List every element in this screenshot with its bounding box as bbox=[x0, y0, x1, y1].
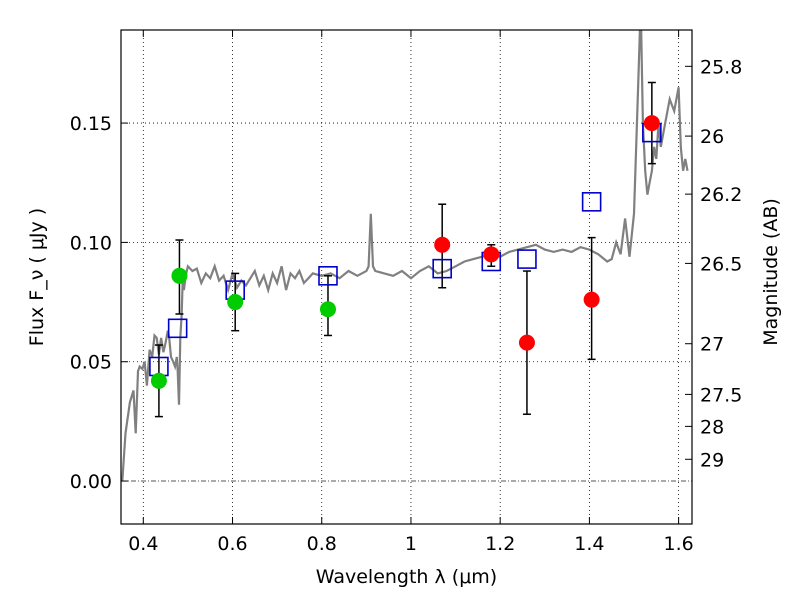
y-right-tick-label: 27 bbox=[700, 334, 724, 356]
square-marker bbox=[167, 318, 188, 339]
square-marker bbox=[517, 249, 537, 269]
y-axis-label: Flux F_ν ( μJy ) bbox=[26, 208, 48, 346]
y-right-tick-label: 28 bbox=[700, 416, 724, 438]
square-marker bbox=[318, 266, 338, 286]
y-tick-label: 0.10 bbox=[70, 232, 112, 254]
y-right-tick-label: 27.5 bbox=[700, 384, 742, 406]
y-tick-label: 0.05 bbox=[70, 352, 112, 374]
y-axis-right-label: Magnitude (AB) bbox=[760, 198, 782, 346]
green-point bbox=[227, 294, 244, 311]
green-point bbox=[171, 267, 188, 284]
errorbar-layer bbox=[154, 81, 656, 418]
red-point bbox=[643, 115, 660, 132]
grid-layer bbox=[121, 30, 692, 524]
x-tick-label: 0.8 bbox=[307, 533, 337, 555]
square-marker bbox=[432, 258, 452, 279]
green-point bbox=[150, 372, 167, 389]
y-right-tick-label: 26 bbox=[700, 126, 724, 148]
green-point bbox=[319, 301, 336, 318]
y-right-tick-label: 25.8 bbox=[700, 56, 742, 78]
red-point bbox=[483, 246, 500, 263]
square-marker bbox=[581, 192, 602, 212]
x-axis-label: Wavelength λ (μm) bbox=[316, 566, 497, 588]
y-tick-label: 0.00 bbox=[70, 471, 112, 493]
y-tick-label: 0.15 bbox=[70, 113, 112, 135]
y-right-tick-label: 29 bbox=[700, 449, 724, 471]
x-tick-label: 1.2 bbox=[485, 533, 515, 555]
red-point bbox=[434, 236, 451, 253]
plot-area bbox=[121, 30, 689, 482]
red-point bbox=[583, 291, 600, 308]
y-right-tick-label: 26.2 bbox=[700, 184, 742, 206]
x-tick-label: 1 bbox=[405, 533, 417, 555]
x-tick-label: 0.4 bbox=[128, 533, 158, 555]
tick-layer: 0.4 0.6 0.8 1 1.2 1.4 1.6 0.00 0.05 0.10 0.15 25.8 2… bbox=[70, 30, 742, 555]
circle-layer bbox=[150, 115, 660, 389]
y-right-tick-label: 26.5 bbox=[700, 253, 742, 275]
x-tick-label: 0.6 bbox=[217, 533, 247, 555]
spectrum-line bbox=[121, 30, 689, 482]
x-tick-label: 1.6 bbox=[664, 533, 694, 555]
plot-frame bbox=[120, 29, 693, 525]
square-layer bbox=[149, 122, 662, 377]
red-point bbox=[518, 334, 535, 351]
x-tick-label: 1.4 bbox=[574, 533, 604, 555]
